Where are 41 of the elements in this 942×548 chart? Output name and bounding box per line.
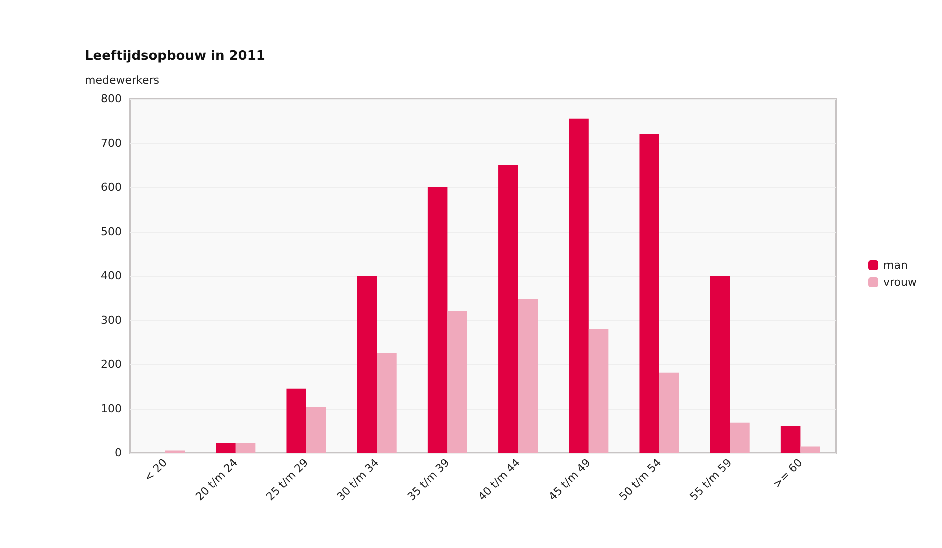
bar — [710, 276, 730, 453]
bar — [640, 134, 660, 453]
y-tick-label: 800 — [101, 92, 122, 106]
x-tick-label: 40 t/m 44 — [476, 456, 523, 504]
x-tick-label: >= 60 — [770, 456, 806, 491]
bar — [236, 443, 256, 453]
x-tick-label: 55 t/m 59 — [688, 456, 735, 504]
bar — [216, 443, 236, 453]
bar — [588, 329, 609, 453]
bar — [518, 299, 538, 453]
x-tick-label: 25 t/m 29 — [264, 456, 312, 504]
legend-label: man — [884, 259, 908, 272]
y-tick-label: 0 — [115, 446, 122, 460]
legend-label: vrouw — [884, 276, 918, 289]
bar — [780, 426, 801, 453]
y-tick-label: 700 — [101, 136, 122, 150]
y-tick-label: 300 — [101, 314, 122, 327]
bar — [800, 446, 820, 453]
bar — [730, 422, 750, 453]
y-tick-label: 600 — [101, 181, 122, 194]
bar — [498, 165, 518, 453]
x-tick-label: < 20 — [142, 456, 170, 484]
bar — [377, 352, 397, 453]
y-tick-label: 500 — [101, 225, 122, 238]
y-tick-label: 200 — [101, 358, 122, 371]
y-tick-label: 100 — [101, 402, 122, 416]
x-tick-label: 45 t/m 49 — [546, 456, 594, 504]
x-tick-label: 30 t/m 34 — [334, 456, 382, 504]
bar — [357, 276, 378, 453]
y-axis-title: medewerkers — [85, 74, 160, 87]
y-tick-label: 400 — [101, 270, 122, 282]
bar — [306, 406, 326, 453]
x-tick-label: 50 t/m 54 — [616, 456, 664, 504]
x-tick-label: 35 t/m 39 — [405, 456, 452, 504]
bar — [448, 310, 468, 453]
chart-title: Leeftijdsopbouw in 2011 — [85, 49, 266, 64]
bar — [660, 372, 680, 453]
bar — [569, 118, 589, 453]
bar — [286, 388, 306, 453]
bar — [428, 188, 448, 453]
x-tick-label: 20 t/m 24 — [193, 456, 240, 504]
